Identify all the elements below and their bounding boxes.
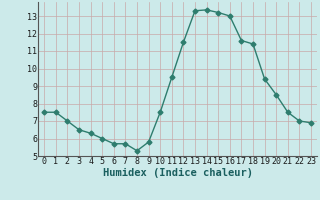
X-axis label: Humidex (Indice chaleur): Humidex (Indice chaleur) (103, 168, 252, 178)
